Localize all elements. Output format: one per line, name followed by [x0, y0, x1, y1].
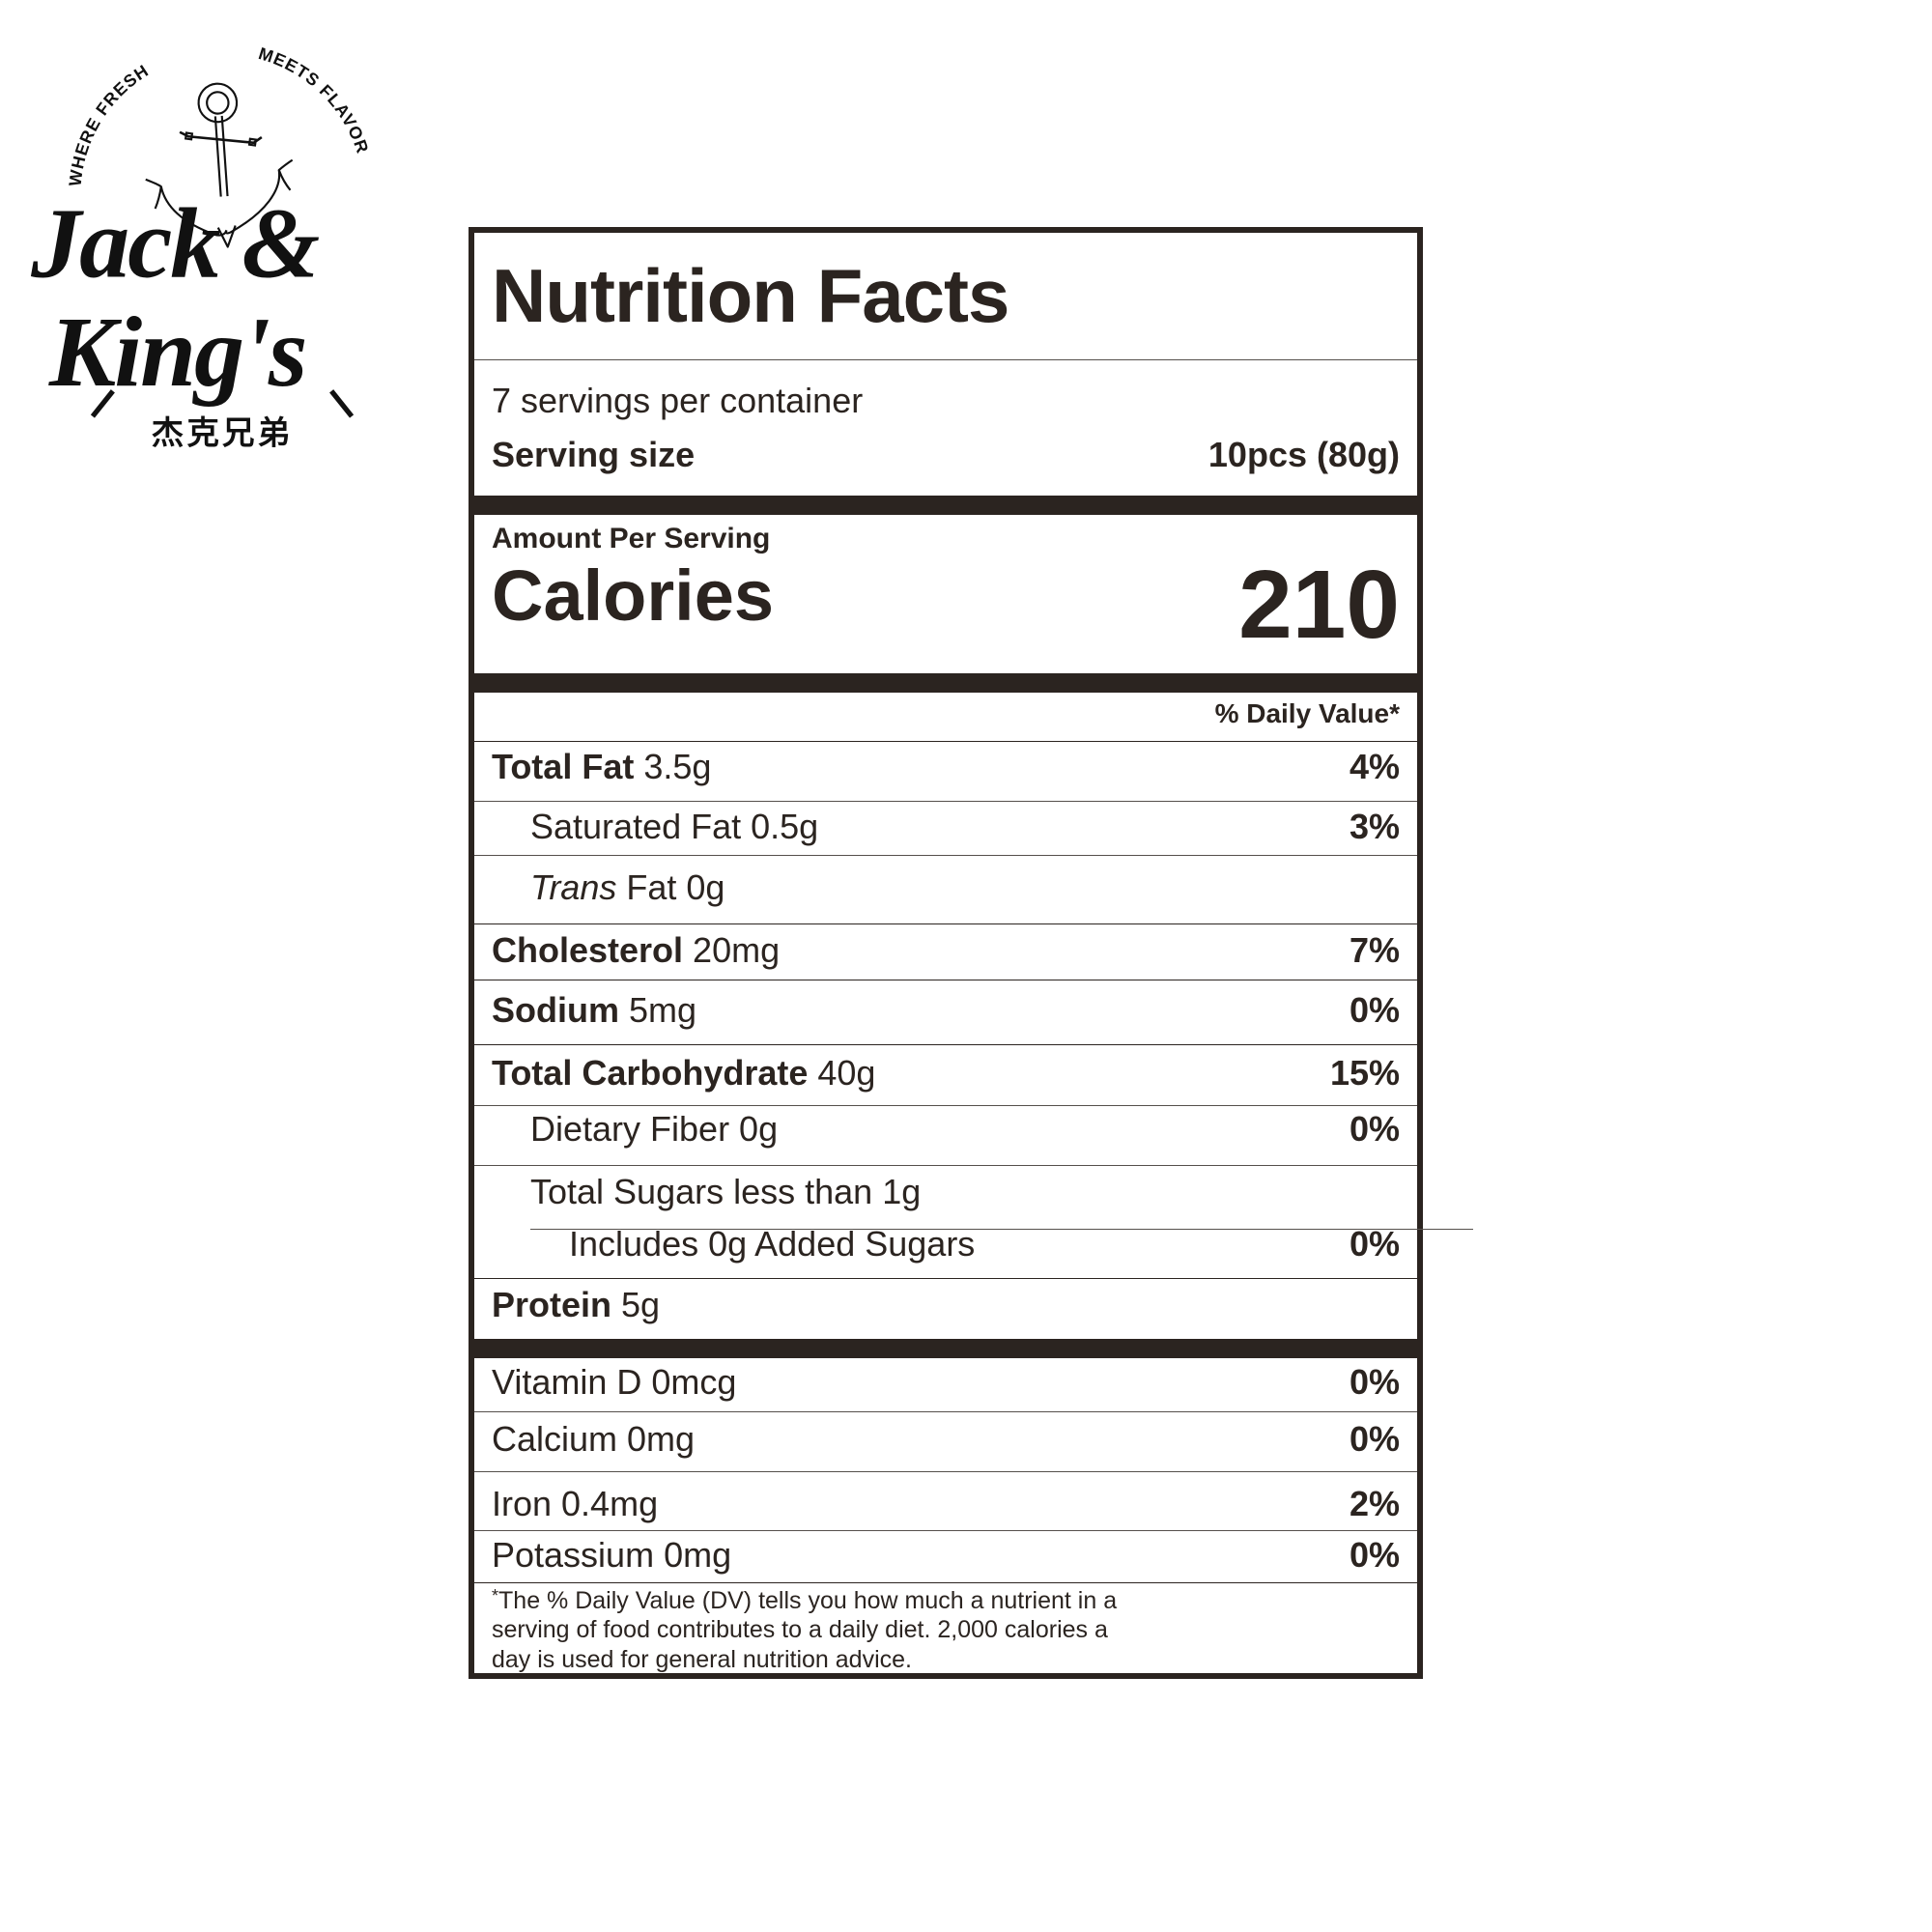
svg-text:MEETS FLAVOR: MEETS FLAVOR — [256, 43, 372, 156]
svg-text:WHERE FRESH: WHERE FRESH — [65, 61, 152, 187]
svg-text:King's: King's — [48, 296, 305, 408]
svg-text:Jack &: Jack & — [30, 188, 319, 299]
